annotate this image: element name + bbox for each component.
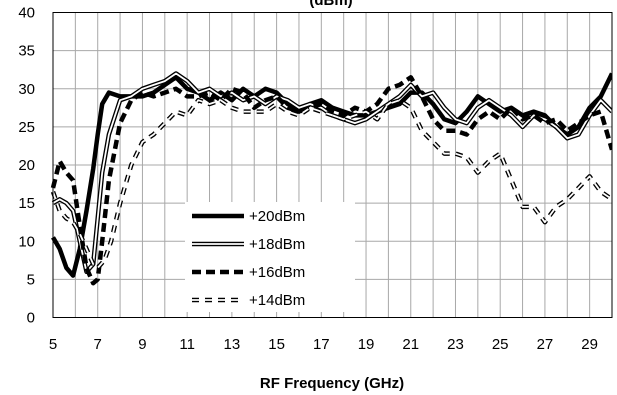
plot-frame xyxy=(52,12,613,318)
series-plus-18dBm xyxy=(51,71,612,275)
x-axis-title: RF Frequency (GHz) xyxy=(260,375,404,392)
y-axis-ticks: 0 5 10 15 20 25 30 35 40 xyxy=(18,5,35,327)
legend-label: +14dBm xyxy=(249,292,305,309)
y-tick-label: 40 xyxy=(18,5,35,22)
series-line xyxy=(52,72,612,273)
x-tick-label: 25 xyxy=(492,336,509,353)
x-tick-label: 23 xyxy=(447,336,464,353)
x-tick-label: 7 xyxy=(94,336,102,353)
x-tick-label: 29 xyxy=(581,336,598,353)
legend-label: +18dBm xyxy=(249,236,305,253)
legend-item: +14dBm xyxy=(192,292,305,309)
legend-item: +18dBm xyxy=(192,236,305,253)
x-axis-ticks: 5 7 9 11 13 15 17 19 21 23 25 27 29 xyxy=(49,336,598,353)
x-tick-label: 5 xyxy=(49,336,57,353)
legend-label: +20dBm xyxy=(249,208,305,225)
series-plus-14dBm xyxy=(50,97,612,271)
x-tick-label: 19 xyxy=(358,336,375,353)
y-tick-label: 0 xyxy=(27,310,35,327)
legend-item: +20dBm xyxy=(192,208,305,225)
x-tick-label: 9 xyxy=(138,336,146,353)
y-tick-label: 20 xyxy=(18,157,35,174)
x-tick-label: 13 xyxy=(224,336,241,353)
y-tick-label: 25 xyxy=(18,119,35,136)
legend-item: +16dBm xyxy=(192,264,305,281)
x-tick-label: 11 xyxy=(179,336,195,353)
y-tick-label: 15 xyxy=(18,195,35,212)
y-tick-label: 35 xyxy=(18,43,35,60)
x-tick-label: 15 xyxy=(268,336,285,353)
x-tick-label: 17 xyxy=(313,336,330,353)
series-lines xyxy=(50,71,612,286)
chart-title: (dBm) xyxy=(309,0,352,9)
x-tick-label: 27 xyxy=(537,336,554,353)
series-line xyxy=(52,99,612,269)
y-tick-label: 10 xyxy=(18,233,35,250)
legend-label: +16dBm xyxy=(249,264,305,281)
legend: +20dBm +18dBm +16dBm +14dBm xyxy=(185,202,355,312)
y-tick-label: 30 xyxy=(18,81,35,98)
y-tick-label: 5 xyxy=(27,271,35,288)
x-tick-label: 21 xyxy=(402,336,419,353)
legend-box xyxy=(185,202,355,312)
